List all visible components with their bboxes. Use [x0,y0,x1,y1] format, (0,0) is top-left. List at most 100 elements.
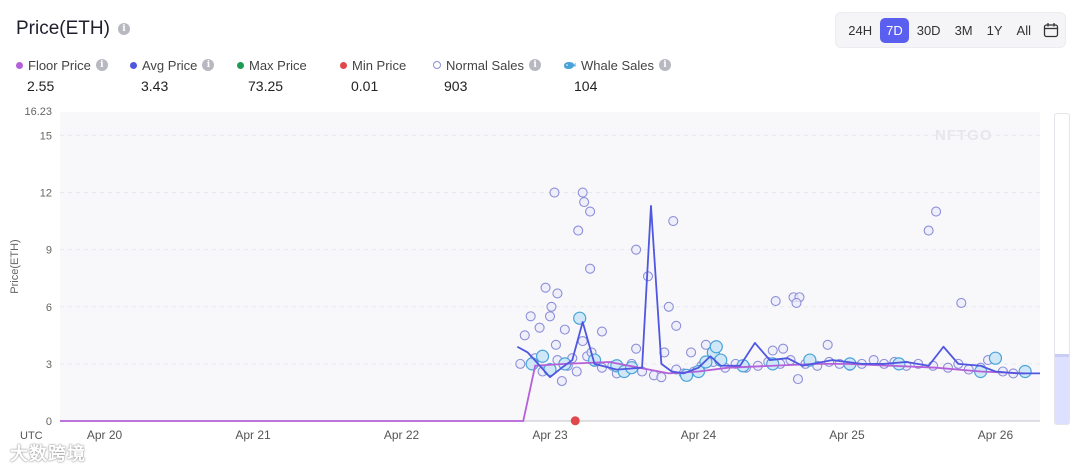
whale-sale-point [573,311,587,325]
info-icon[interactable]: i [658,59,671,71]
normal-sale-point [923,225,934,236]
normal-sale-point [767,345,778,356]
time-range-selector: 24H 7D 30D 3M 1Y All [835,12,1066,48]
normal-sale-point [596,326,608,337]
normal-sale-point [577,187,588,198]
range-button-1y[interactable]: 1Y [986,22,1003,38]
legend-value: 73.25 [248,78,284,94]
normal-sale-point [778,343,789,354]
normal-sale-point [671,320,682,331]
normal-sale-point [544,311,556,322]
range-button-all[interactable]: All [1016,22,1031,38]
min-price-point [570,416,580,426]
legend-item-avg-price[interactable]: Avg Price i 3.43 [130,57,237,94]
legend-label: Max Price [249,57,307,73]
info-icon[interactable]: i [529,59,542,71]
legend: Floor Price i 2.55 Avg Price i 3.43 Max Price 7… [16,57,683,94]
normal-sale-point [663,301,674,312]
legend-item-max-price[interactable]: Max Price 73.25 [237,57,340,94]
y-tick-label: 9 [46,245,52,257]
page-title: Price(ETH) [16,18,110,39]
info-icon[interactable]: i [202,59,215,71]
normal-sale-point [546,301,557,312]
range-button-7d[interactable]: 7D [880,17,909,43]
normal-sale-point [525,311,536,322]
normal-sale-point [686,347,697,358]
legend-dot-icon [340,61,347,69]
legend-label: Avg Price [142,57,198,73]
whale-sale-point [535,349,550,363]
normal-sale-point [540,282,551,293]
watermark-text: 大数跨境 [10,444,86,464]
legend-dot-icon [237,61,244,69]
range-button-30d[interactable]: 30D [916,22,941,38]
scrollbar-handle[interactable] [1055,354,1069,424]
legend-value: 3.43 [141,78,169,94]
normal-sale-point [577,335,588,347]
normal-sale-point [631,343,642,354]
range-button-24h[interactable]: 24H [848,22,873,38]
legend-dot-icon [130,61,137,69]
normal-sale-point [519,330,530,341]
normal-sale-point [585,206,596,217]
normal-sale-point [956,297,967,309]
x-tick-label: Apr 25 [829,428,865,442]
normal-sale-point [656,372,667,383]
normal-sale-point [573,225,584,236]
normal-sale-point [552,288,563,299]
normal-sale-point [556,375,567,387]
brand-watermark: NFTGO [935,127,993,144]
legend-item-whale-sales[interactable]: Whale Sales i 104 [563,57,683,94]
whale-sale-point [699,355,713,369]
legend-label: Floor Price [28,57,91,73]
x-axis-timezone: UTC [20,430,43,442]
avg-price-line [516,204,1040,379]
legend-label: Whale Sales [581,57,654,73]
legend-ring-icon [433,61,441,69]
floor-price-line [60,361,1026,422]
legend-item-normal-sales[interactable]: Normal Sales i 903 [433,57,563,94]
chart-zoom-scrollbar[interactable] [1054,113,1070,425]
normal-sale-point [549,187,560,198]
info-icon[interactable]: i [117,23,130,35]
y-max-label: 16.23 [24,106,52,118]
x-tick-label: Apr 24 [681,428,717,442]
y-tick-label: 15 [40,130,52,142]
legend-value: 0.01 [351,78,379,94]
x-tick-label: Apr 21 [235,428,271,442]
legend-item-floor-price[interactable]: Floor Price i 2.55 [16,57,130,94]
whale-icon [564,62,576,69]
legend-item-min-price[interactable]: Min Price 0.01 [340,57,433,94]
normal-sale-point [770,296,781,307]
x-tick-label: Apr 22 [384,428,420,442]
whale-sale-point [892,357,906,371]
normal-sale-point [791,297,802,309]
x-tick-label: Apr 20 [87,428,123,442]
x-tick-label: Apr 23 [532,428,568,442]
legend-value: 2.55 [27,78,55,94]
whale-sale-point [988,351,1003,365]
normal-sale-point [515,358,526,369]
info-icon[interactable]: i [95,59,108,71]
y-tick-label: 3 [46,359,52,371]
legend-value: 903 [444,78,468,94]
whale-sale-point [709,340,723,354]
normal-sale-point [559,324,570,335]
normal-sale-point [928,360,939,371]
normal-sale-point [579,197,590,208]
range-button-3m[interactable]: 3M [954,22,973,38]
normal-sale-point [550,339,561,350]
whale-sale-point [1018,364,1032,379]
y-axis-label: Price(ETH) [9,239,21,293]
normal-sale-point [631,244,642,255]
normal-sale-point [668,216,679,227]
normal-sale-point [585,263,596,274]
legend-label: Normal Sales [446,57,525,73]
whale-sale-point [525,357,539,371]
normal-sale-point [792,374,804,385]
calendar-icon[interactable] [1043,22,1059,38]
x-tick-label: Apr 26 [978,428,1014,442]
y-tick-label: 0 [46,416,52,428]
whale-sale-point [714,353,728,367]
chart-header: Price(ETH) i [16,18,130,40]
